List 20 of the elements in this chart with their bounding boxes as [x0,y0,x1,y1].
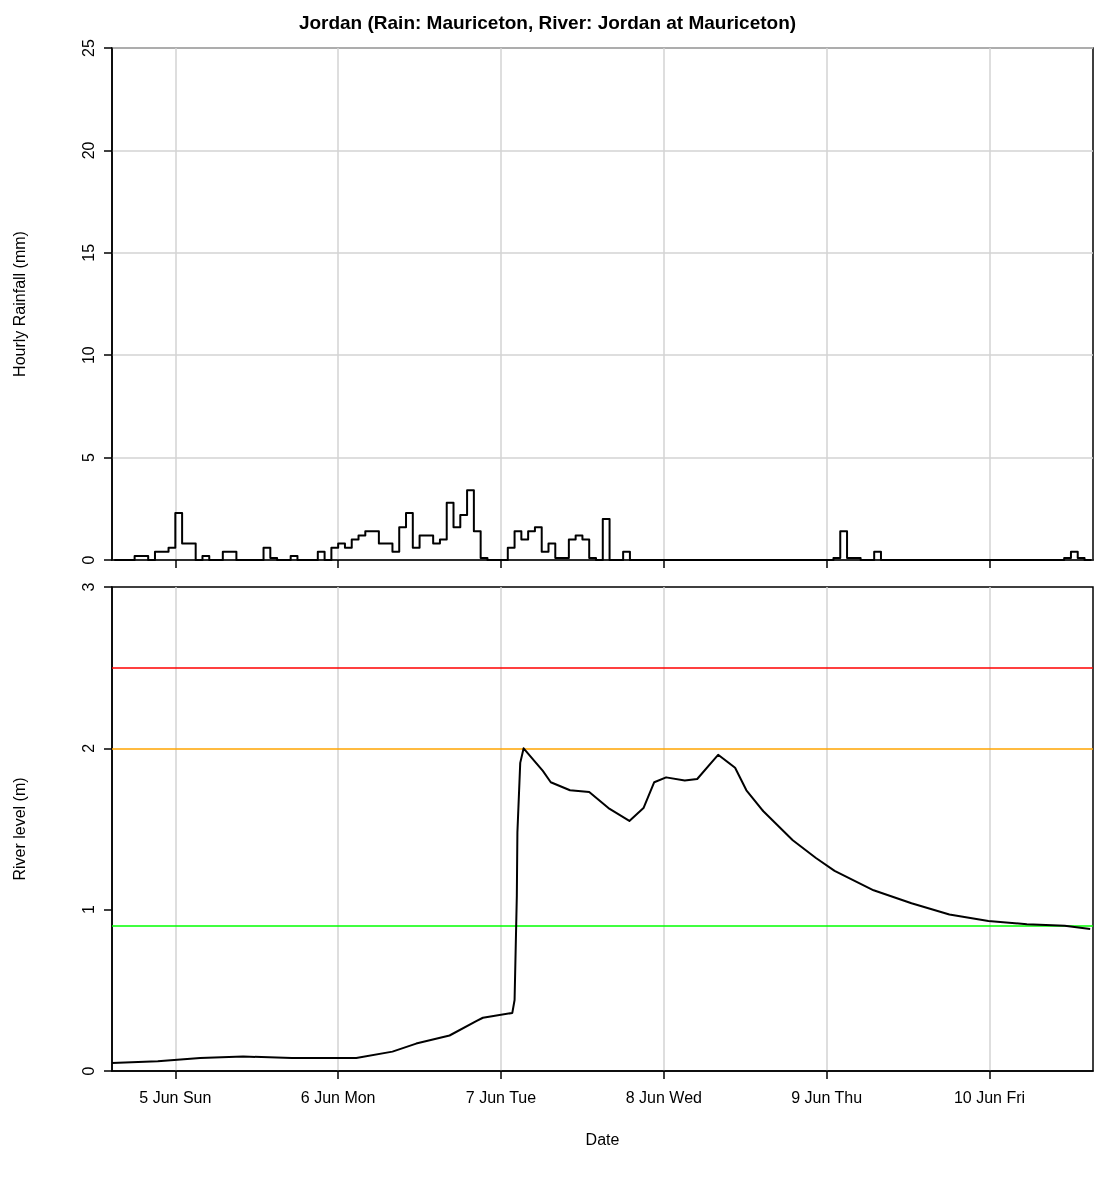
x-tick-label: 5 Jun Sun [139,1088,212,1106]
x-tick-label: 9 Jun Thu [791,1088,863,1106]
x-tick-label: 6 Jun Mon [300,1088,376,1106]
y-tick-label: 10 [79,346,97,365]
y-tick-label: 0 [79,1066,97,1076]
chart-title: Jordan (Rain: Mauriceton, River: Jordan at Mauriceton) [298,12,797,33]
y-tick-label: 1 [79,905,97,915]
y-tick-label: 3 [79,582,97,592]
y-axis-title: River level (m) [10,777,28,881]
y-tick-label: 20 [79,141,97,160]
y-tick-label: 0 [79,555,97,565]
y-axis-title: Hourly Rainfall (mm) [10,231,28,377]
x-tick-label: 10 Jun Fri [953,1088,1026,1106]
x-axis-title: Date [585,1130,620,1148]
x-tick-label: 7 Jun Tue [465,1088,537,1106]
y-tick-label: 2 [79,743,97,753]
y-tick-label: 15 [79,243,97,262]
y-tick-label: 5 [79,453,97,463]
y-tick-label: 25 [79,39,97,57]
x-tick-label: 8 Jun Wed [625,1088,702,1106]
